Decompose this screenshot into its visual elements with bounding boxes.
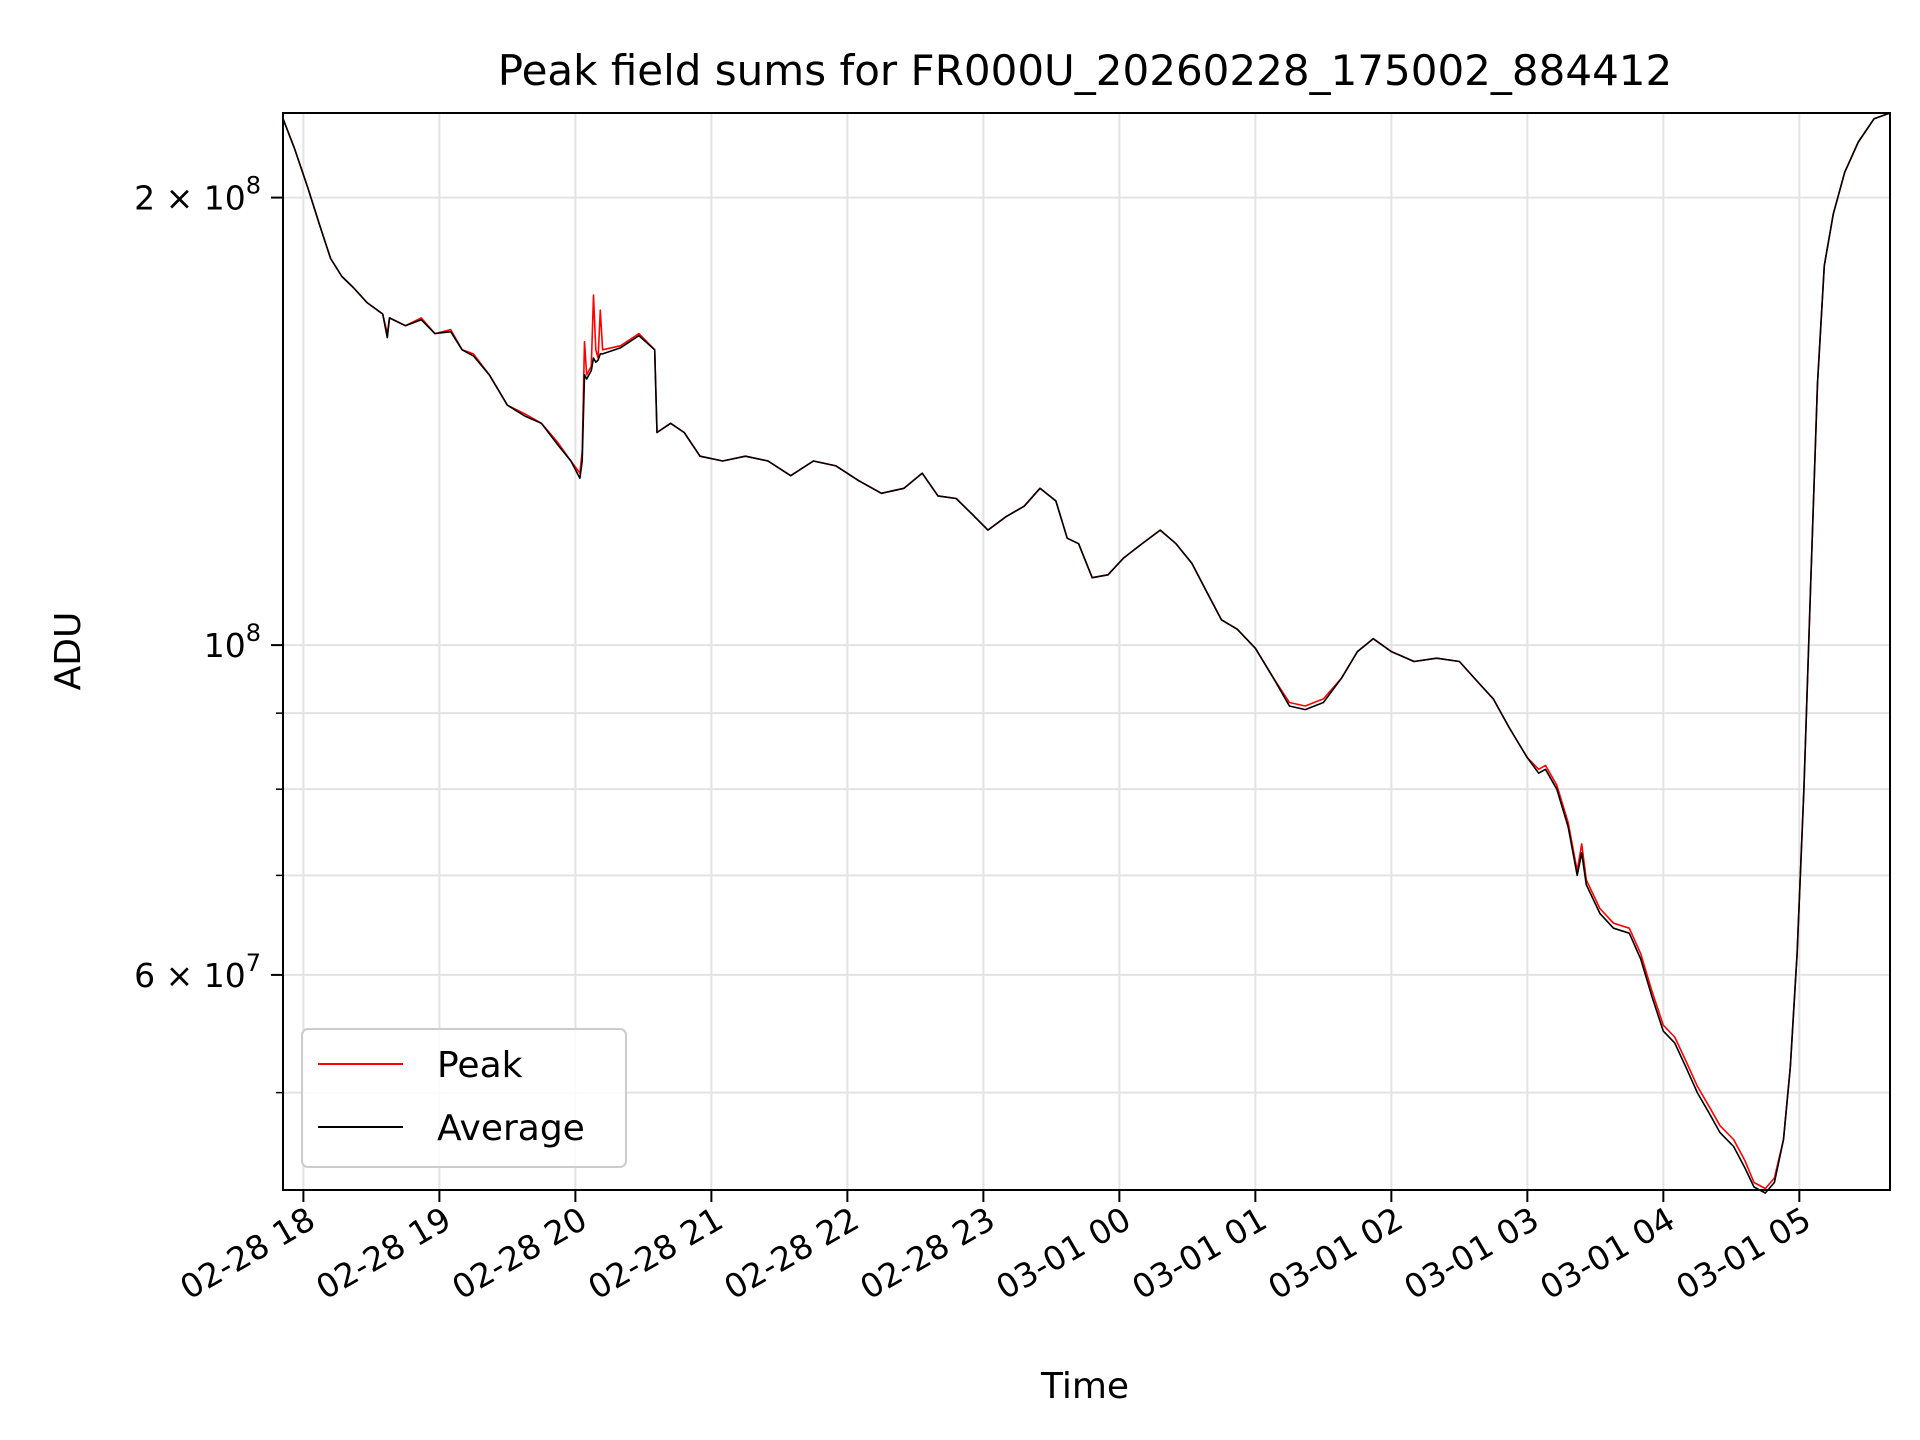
legend: Peak Average (301, 1028, 627, 1168)
legend-label-average: Average (437, 1108, 585, 1149)
series-line-average (282, 112, 1891, 1194)
x-axis-label: Time (1040, 1366, 1129, 1407)
legend-label-peak: Peak (437, 1045, 523, 1086)
y-axis-label: ADU (48, 612, 89, 691)
grid (283, 113, 1890, 1190)
chart-title: Peak field sums for FR000U_20260228_1750… (498, 46, 1672, 95)
y-tick-label: 108 (204, 619, 261, 665)
y-tick-label: 2 × 108 (134, 172, 261, 218)
plot-series (282, 112, 1891, 1194)
axes-frame (282, 112, 1891, 1191)
y-tick-label: 6 × 107 (134, 949, 261, 995)
